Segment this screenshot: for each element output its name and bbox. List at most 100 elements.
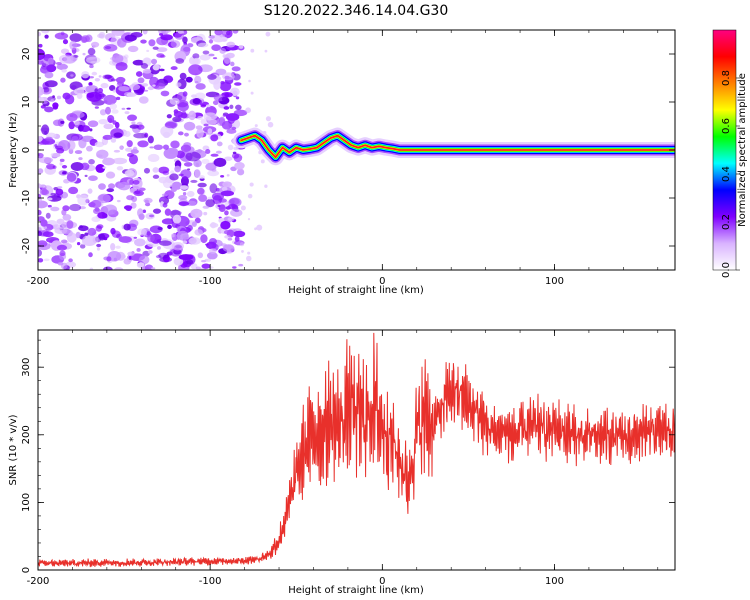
noise-speck xyxy=(111,230,121,238)
noise-speck xyxy=(114,267,124,270)
noise-speck xyxy=(45,136,53,142)
noise-speck xyxy=(208,53,215,57)
noise-speck xyxy=(152,64,160,71)
noise-speck xyxy=(80,35,90,43)
snr-y-label: SNR (10 * v/v) xyxy=(8,414,19,485)
noise-speck xyxy=(224,235,231,239)
noise-speck xyxy=(201,259,206,263)
noise-speck xyxy=(137,77,145,84)
noise-speck xyxy=(38,156,54,164)
noise-speck xyxy=(197,149,203,154)
noise-speck xyxy=(61,209,67,216)
noise-speck xyxy=(66,172,77,182)
noise-speck xyxy=(159,54,166,58)
noise-speck xyxy=(94,78,100,82)
noise-speck xyxy=(207,170,220,177)
noise-speck xyxy=(38,86,45,97)
noise-speck xyxy=(221,186,228,192)
noise-speck xyxy=(180,144,192,152)
noise-speck xyxy=(172,116,182,123)
noise-speck xyxy=(132,179,140,185)
noise-speck xyxy=(260,159,265,164)
noise-speck xyxy=(133,236,138,239)
noise-speck xyxy=(160,90,170,97)
noise-speck xyxy=(230,208,243,217)
noise-speck xyxy=(194,75,202,84)
noise-speck xyxy=(117,38,127,48)
noise-speck xyxy=(162,178,173,189)
noise-speck xyxy=(93,208,101,215)
noise-speck xyxy=(106,256,112,262)
noise-speck xyxy=(59,250,66,257)
noise-speck xyxy=(62,171,67,175)
noise-speck xyxy=(94,88,99,94)
noise-speck xyxy=(207,128,213,134)
noise-speck xyxy=(128,154,139,165)
noise-speck xyxy=(254,227,257,231)
noise-speck xyxy=(138,96,149,104)
noise-speck xyxy=(208,35,215,39)
noise-speck xyxy=(150,58,158,65)
noise-speck xyxy=(232,30,239,34)
noise-speck xyxy=(38,48,46,61)
noise-speck xyxy=(195,83,206,90)
noise-speck xyxy=(140,39,147,44)
noise-speck xyxy=(174,32,185,40)
noise-speck xyxy=(80,162,90,171)
noise-speck xyxy=(107,75,114,82)
noise-speck xyxy=(98,118,109,125)
noise-speck xyxy=(88,252,93,258)
noise-speck xyxy=(113,132,123,138)
noise-speck xyxy=(103,204,118,215)
noise-speck xyxy=(87,227,97,236)
noise-speck xyxy=(98,75,102,78)
spectrogram-x-tick-label: 100 xyxy=(545,276,564,287)
noise-speck xyxy=(265,31,271,37)
noise-speck xyxy=(60,48,70,54)
noise-speck xyxy=(70,161,84,171)
noise-speck xyxy=(192,57,201,65)
noise-speck xyxy=(60,239,68,244)
noise-speck xyxy=(159,197,165,201)
noise-speck xyxy=(56,95,62,100)
noise-speck xyxy=(210,222,217,229)
noise-speck xyxy=(157,226,163,231)
noise-speck xyxy=(264,184,268,188)
noise-speck xyxy=(42,100,48,105)
noise-speck xyxy=(226,174,230,177)
noise-speck xyxy=(246,255,252,262)
noise-speck xyxy=(74,150,83,155)
noise-speck xyxy=(52,152,61,158)
noise-speck xyxy=(66,113,78,122)
noise-speck xyxy=(103,44,118,52)
noise-speck xyxy=(103,266,113,270)
noise-speck xyxy=(197,252,204,259)
noise-speck xyxy=(170,66,178,71)
noise-speck xyxy=(127,45,139,53)
noise-speck xyxy=(124,130,131,138)
noise-speck xyxy=(203,211,208,216)
noise-speck xyxy=(190,94,197,98)
noise-speck xyxy=(175,82,182,88)
noise-speck xyxy=(112,89,117,93)
noise-speck xyxy=(38,200,48,209)
noise-speck xyxy=(198,175,205,180)
noise-speck xyxy=(110,242,116,251)
noise-speck xyxy=(38,168,44,174)
noise-speck xyxy=(82,52,86,56)
snr-x-tick-label: -200 xyxy=(27,576,50,587)
noise-speck xyxy=(233,153,243,163)
noise-speck xyxy=(233,230,246,238)
noise-speck xyxy=(38,97,45,103)
noise-speck xyxy=(234,162,245,170)
noise-speck xyxy=(140,266,150,270)
noise-speck xyxy=(142,30,148,35)
noise-speck xyxy=(222,72,235,81)
noise-speck xyxy=(126,107,131,110)
noise-speck xyxy=(144,199,149,204)
noise-speck xyxy=(178,194,188,201)
noise-speck xyxy=(56,244,68,251)
noise-speck xyxy=(55,61,62,65)
noise-speck xyxy=(185,76,193,83)
noise-speck xyxy=(62,214,72,221)
